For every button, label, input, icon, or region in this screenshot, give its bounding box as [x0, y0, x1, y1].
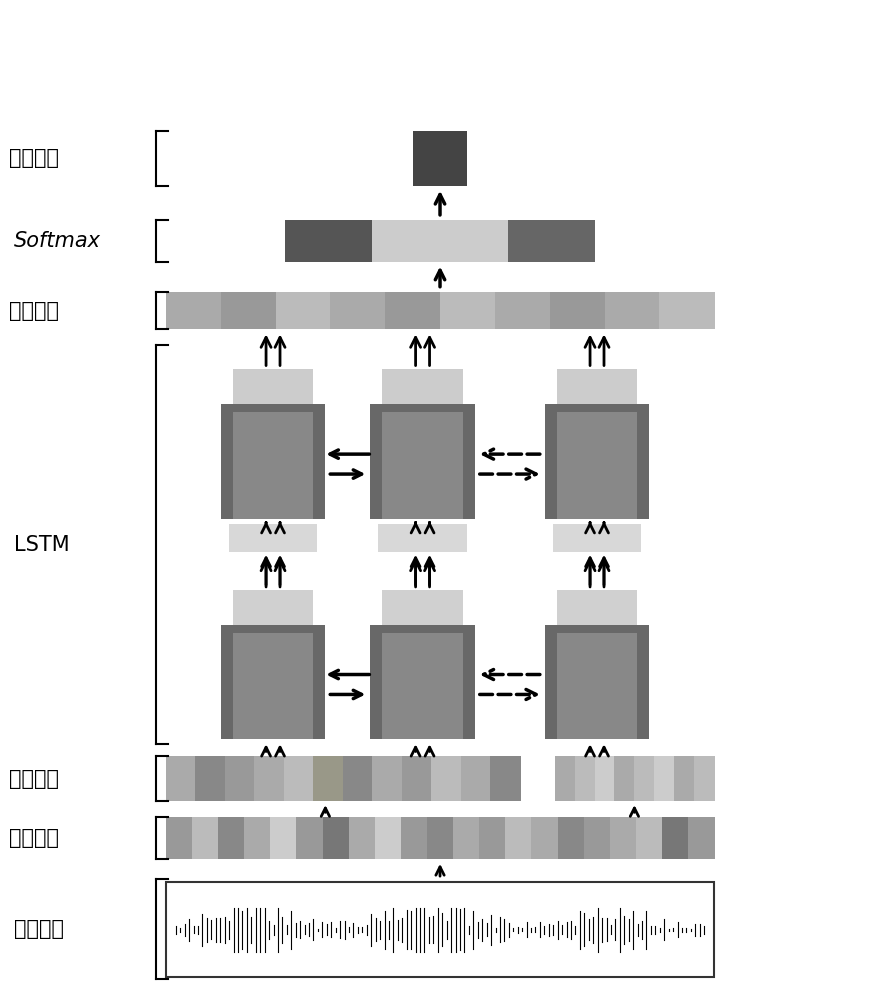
Bar: [313, 756, 344, 801]
Bar: [225, 756, 255, 801]
Bar: [413, 131, 467, 186]
Bar: [196, 756, 226, 801]
Bar: [296, 817, 324, 859]
Bar: [490, 756, 521, 801]
Bar: [378, 524, 467, 552]
Bar: [556, 633, 637, 739]
Bar: [232, 590, 313, 625]
Bar: [286, 220, 372, 262]
Bar: [244, 817, 271, 859]
Bar: [382, 369, 463, 404]
Bar: [553, 524, 642, 552]
Text: 输入信号: 输入信号: [14, 919, 64, 939]
Bar: [694, 756, 716, 801]
Bar: [557, 817, 585, 859]
Bar: [635, 756, 655, 801]
Bar: [531, 817, 559, 859]
Bar: [400, 817, 428, 859]
Text: 静音分离: 静音分离: [10, 769, 60, 789]
Bar: [575, 756, 595, 801]
Text: Softmax: Softmax: [14, 231, 101, 251]
Bar: [221, 292, 277, 329]
Bar: [461, 756, 491, 801]
Bar: [232, 633, 313, 739]
Bar: [401, 756, 433, 801]
Bar: [232, 412, 313, 519]
Bar: [229, 524, 318, 552]
Bar: [675, 756, 695, 801]
Bar: [284, 756, 314, 801]
Bar: [382, 412, 463, 519]
Bar: [221, 625, 326, 739]
Bar: [659, 292, 716, 329]
Bar: [610, 817, 637, 859]
Bar: [192, 817, 219, 859]
Bar: [550, 292, 605, 329]
Bar: [479, 817, 506, 859]
Bar: [554, 756, 576, 801]
Bar: [255, 756, 285, 801]
Bar: [370, 404, 475, 519]
Bar: [370, 625, 475, 739]
Bar: [453, 817, 481, 859]
Bar: [385, 292, 441, 329]
Bar: [556, 590, 637, 625]
Bar: [349, 817, 376, 859]
Bar: [343, 756, 373, 801]
Bar: [556, 369, 637, 404]
Bar: [495, 292, 551, 329]
Bar: [614, 756, 635, 801]
Bar: [688, 817, 716, 859]
Text: 输出结果: 输出结果: [10, 148, 60, 168]
Bar: [322, 817, 350, 859]
Bar: [432, 756, 462, 801]
Text: 全连接层: 全连接层: [10, 301, 60, 321]
Bar: [232, 369, 313, 404]
Bar: [276, 292, 331, 329]
Bar: [372, 756, 403, 801]
Bar: [166, 756, 197, 801]
Bar: [166, 292, 222, 329]
Bar: [604, 292, 660, 329]
Bar: [218, 817, 246, 859]
Bar: [508, 220, 595, 262]
Bar: [635, 817, 663, 859]
Bar: [440, 292, 496, 329]
Bar: [595, 756, 616, 801]
Bar: [166, 882, 714, 977]
Bar: [506, 817, 532, 859]
Text: 分帧处理: 分帧处理: [10, 828, 60, 848]
Text: LSTM: LSTM: [14, 535, 70, 555]
Bar: [166, 817, 193, 859]
Bar: [330, 292, 386, 329]
Bar: [382, 590, 463, 625]
Bar: [545, 404, 650, 519]
Bar: [271, 817, 297, 859]
Bar: [382, 633, 463, 739]
Bar: [556, 412, 637, 519]
Bar: [427, 817, 454, 859]
Bar: [375, 817, 402, 859]
Bar: [662, 817, 689, 859]
Bar: [372, 220, 508, 262]
Bar: [221, 404, 326, 519]
Bar: [545, 625, 650, 739]
Bar: [654, 756, 676, 801]
Bar: [584, 817, 611, 859]
